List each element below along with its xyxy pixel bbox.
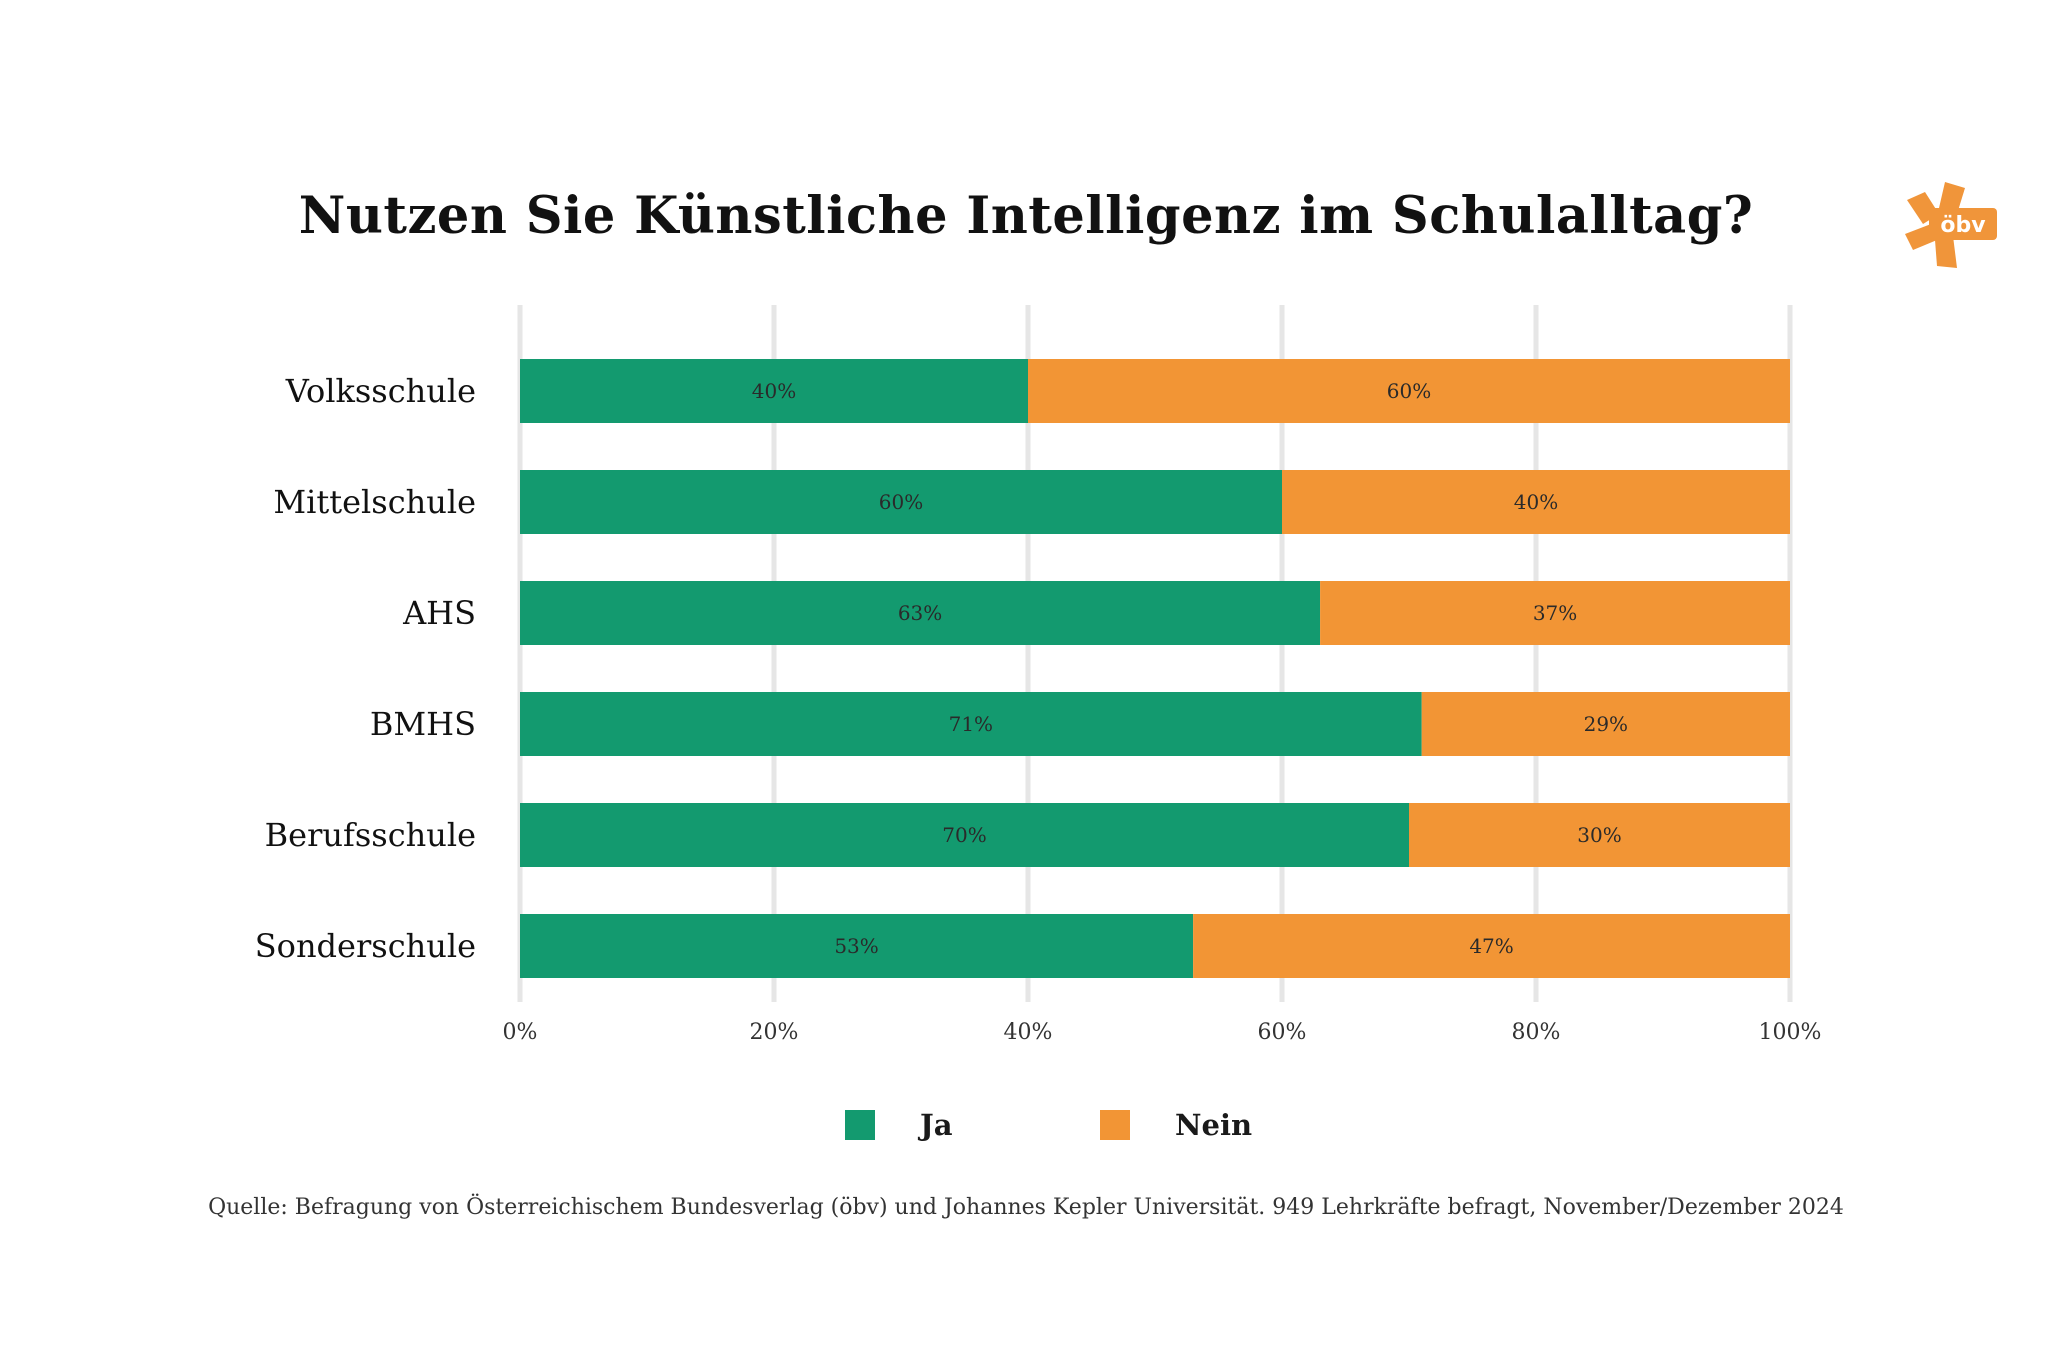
bar-segment: [520, 692, 1422, 756]
data-label: 40%: [1514, 490, 1558, 514]
category-label: AHS: [402, 594, 476, 632]
chart-title: Nutzen Sie Künstliche Intelligenz im Sch…: [298, 186, 1754, 246]
data-label: 71%: [949, 712, 993, 736]
bar-segment: [520, 803, 1409, 867]
data-label: 29%: [1584, 712, 1628, 736]
chart-legend: Ja Nein: [0, 1103, 2052, 1147]
source-note: Quelle: Befragung von Österreichischem B…: [208, 1195, 1844, 1220]
legend-label: Nein: [1175, 1108, 1253, 1142]
data-label: 53%: [834, 934, 878, 958]
category-label: Sonderschule: [255, 927, 476, 965]
data-label: 40%: [752, 379, 796, 403]
x-tick-label: 60%: [1258, 1020, 1307, 1045]
bar-segment: [1409, 803, 1790, 867]
x-tick-label: 100%: [1759, 1020, 1822, 1045]
obv-logo: öbv: [1905, 182, 1997, 268]
category-label: Volksschule: [285, 372, 476, 410]
bar-segment: [520, 581, 1321, 645]
bar-segment: [1282, 470, 1790, 534]
x-tick-label: 40%: [1004, 1020, 1053, 1045]
logo-bar: [1929, 208, 1997, 240]
legend-swatch: [1100, 1110, 1130, 1140]
x-tick-label: 80%: [1512, 1020, 1561, 1045]
data-label: 37%: [1533, 601, 1577, 625]
data-label: 47%: [1469, 934, 1513, 958]
bar-segment: [1320, 581, 1790, 645]
legend-label: Ja: [920, 1108, 953, 1142]
data-label: 63%: [898, 601, 942, 625]
logo-petal-top: [1939, 182, 1965, 214]
logo-petal-bottom: [1935, 236, 1957, 268]
category-label: BMHS: [370, 705, 476, 743]
legend-item: Nein: [1100, 1103, 1252, 1147]
data-label: 60%: [879, 490, 923, 514]
bar-segment: [1193, 914, 1790, 978]
category-label: Mittelschule: [273, 483, 476, 521]
data-label: 30%: [1577, 823, 1621, 847]
data-label: 60%: [1387, 379, 1431, 403]
bar-segment: [520, 359, 1028, 423]
bar-segment: [1028, 359, 1790, 423]
bar-segment: [520, 470, 1282, 534]
bar-segment: [1421, 692, 1790, 756]
legend-swatch: [845, 1110, 875, 1140]
logo-text: öbv: [1940, 213, 1986, 238]
x-tick-label: 0%: [503, 1020, 538, 1045]
x-tick-label: 20%: [750, 1020, 799, 1045]
data-label: 70%: [942, 823, 986, 847]
bar-segment: [520, 914, 1194, 978]
legend-item: Ja: [845, 1103, 953, 1147]
category-label: Berufsschule: [265, 816, 476, 854]
